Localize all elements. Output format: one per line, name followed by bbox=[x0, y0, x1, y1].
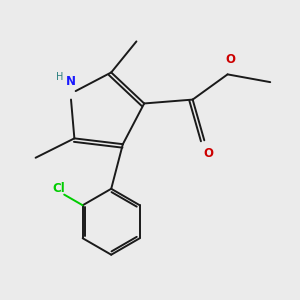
Text: Cl: Cl bbox=[52, 182, 65, 195]
Text: O: O bbox=[203, 147, 213, 160]
Text: N: N bbox=[65, 75, 76, 88]
Text: H: H bbox=[56, 73, 63, 82]
Text: O: O bbox=[226, 53, 236, 66]
